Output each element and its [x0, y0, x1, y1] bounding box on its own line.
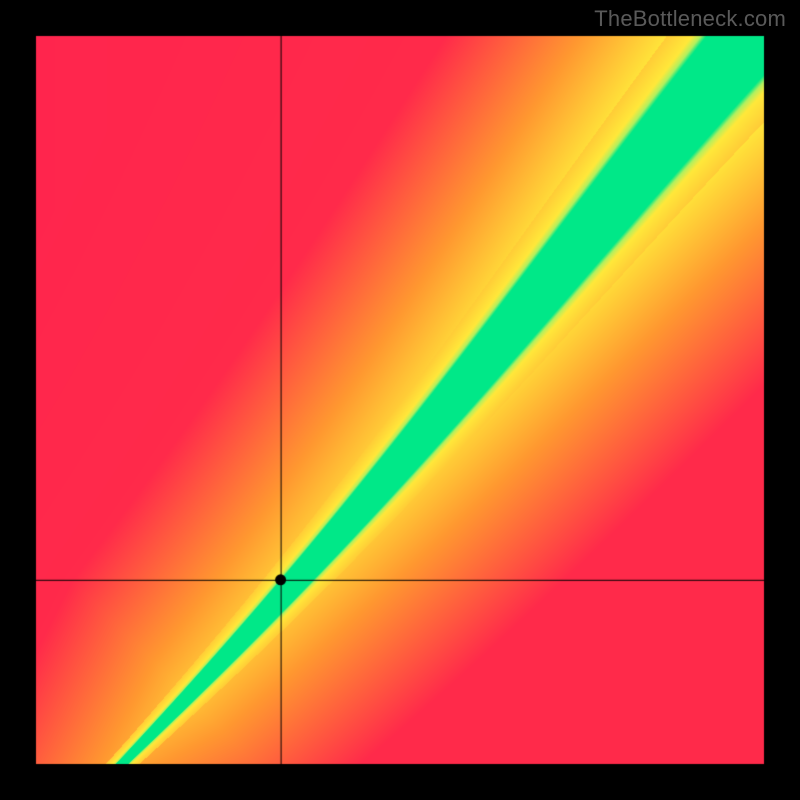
bottleneck-heatmap [0, 0, 800, 800]
chart-container: TheBottleneck.com [0, 0, 800, 800]
watermark-text: TheBottleneck.com [594, 6, 786, 32]
